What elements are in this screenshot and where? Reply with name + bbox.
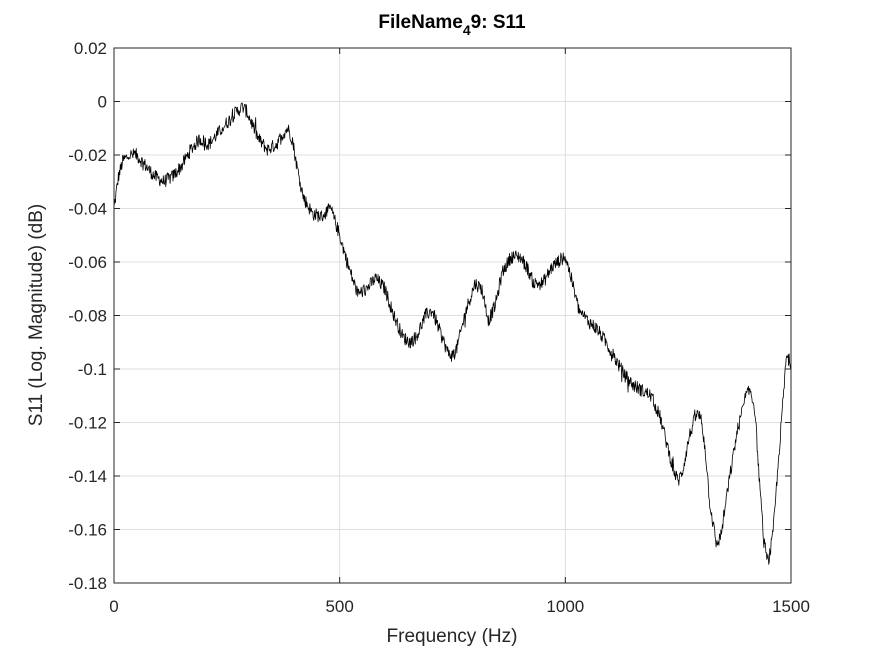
chart-title-main: FileName — [378, 12, 462, 33]
y-axis-label: S11 (Log. Magnitude) (dB) — [26, 204, 47, 427]
x-tick-label: 1000 — [546, 597, 584, 616]
y-tick-label: -0.08 — [68, 307, 107, 326]
x-tick-label: 500 — [325, 597, 353, 616]
y-tick-label: -0.06 — [68, 253, 107, 272]
x-tick-label: 0 — [109, 597, 118, 616]
chart-title: FileName49: S11 — [378, 12, 526, 38]
x-tick-label: 1500 — [772, 597, 810, 616]
y-tick-label: -0.12 — [68, 414, 107, 433]
x-axis-label: Frequency (Hz) — [387, 626, 518, 647]
tick-marks — [113, 47, 792, 584]
grid — [114, 48, 791, 583]
y-tick-label: -0.04 — [68, 200, 107, 219]
x-tick-labels: 0 500 1000 1500 — [109, 597, 810, 616]
y-tick-label: -0.16 — [68, 521, 107, 540]
y-tick-label: -0.14 — [68, 467, 107, 486]
y-tick-label: -0.18 — [68, 574, 107, 593]
y-tick-labels: 0.02 0 -0.02 -0.04 -0.06 -0.08 -0.1 -0.12 -0.14 -… — [68, 39, 107, 593]
chart-title-suffix: 9: S11 — [471, 12, 526, 33]
y-tick-label: -0.02 — [68, 146, 107, 165]
series-line-s11 — [113, 102, 792, 565]
y-tick-label: 0.02 — [74, 39, 107, 58]
y-tick-label: 0 — [98, 93, 107, 112]
y-tick-label: -0.1 — [78, 360, 107, 379]
chart-title-subscript: 4 — [463, 22, 471, 38]
